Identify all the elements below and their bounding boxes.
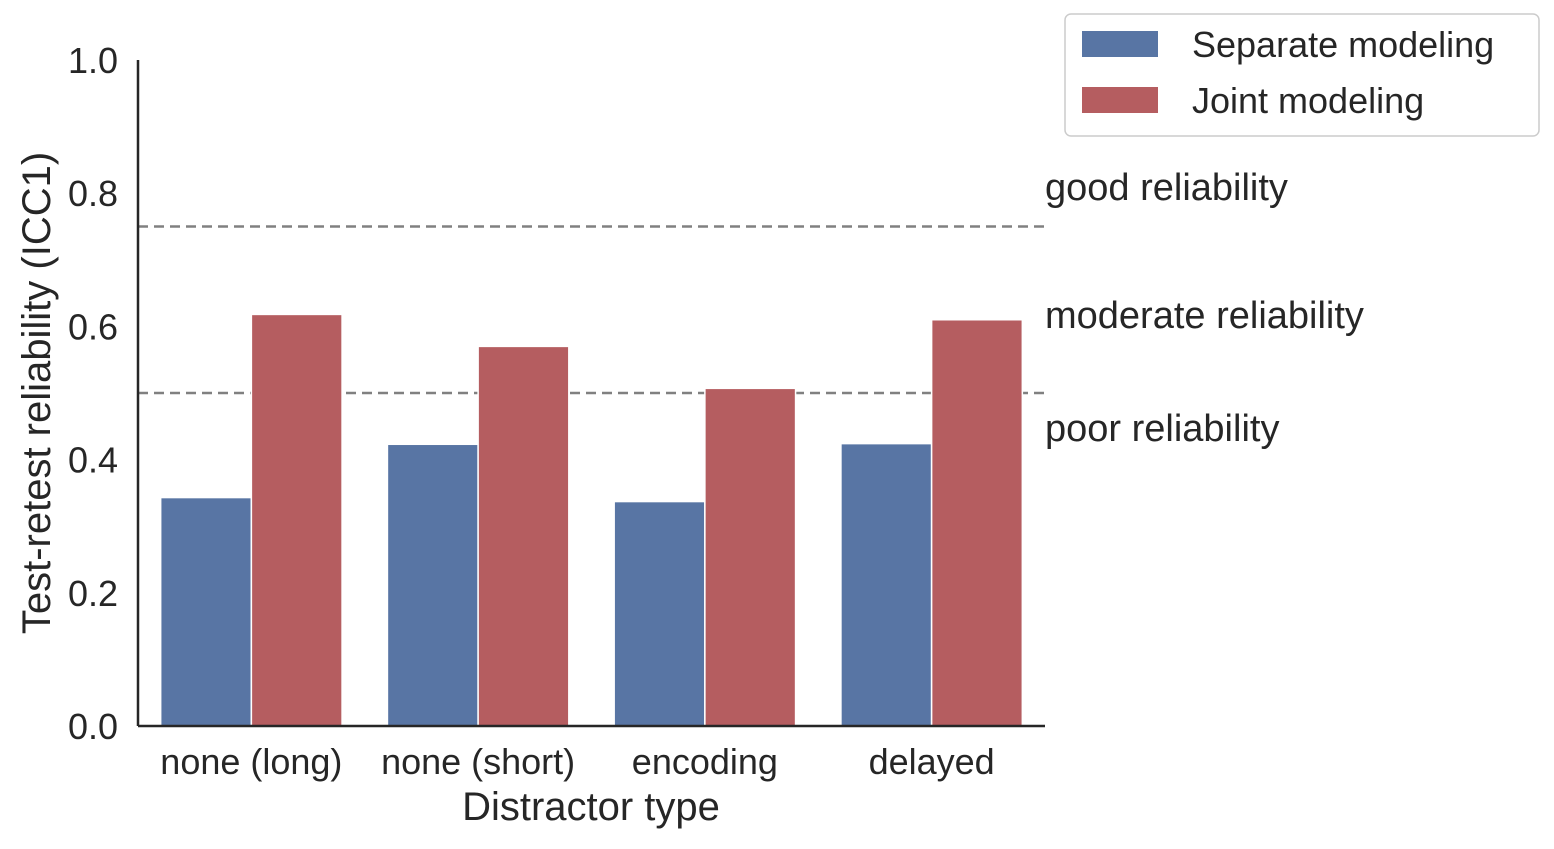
y-tick-label: 0.6 <box>68 306 118 347</box>
legend-label-separate-modeling: Separate modeling <box>1192 24 1494 65</box>
legend-label-joint-modeling: Joint modeling <box>1192 80 1424 121</box>
bar-joint-modeling-encoding <box>704 387 797 727</box>
y-tick-label: 0.4 <box>68 440 118 481</box>
bar-joint-modeling-delayed <box>930 318 1024 727</box>
x-tick-label-encoding: encoding <box>632 741 778 782</box>
bar-joint-modeling-none-short <box>477 345 570 727</box>
x-axis-title: Distractor type <box>462 785 720 829</box>
x-tick-label-delayed: delayed <box>869 741 995 782</box>
bar-separate-modeling-delayed <box>840 442 933 727</box>
bar-separate-modeling-none-long <box>159 496 253 727</box>
bar-joint-modeling-none-long <box>250 313 343 727</box>
annotation-good-reliability: good reliability <box>1045 167 1288 209</box>
axes <box>136 60 1045 728</box>
annotation-moderate-reliability: moderate reliability <box>1045 295 1364 337</box>
bar-separate-modeling-encoding <box>613 500 706 727</box>
legend-frame <box>1064 13 1540 137</box>
y-tick-labels: 0.0 0.2 0.4 0.6 0.8 1.0 <box>68 40 118 747</box>
x-tick-labels: none (long) none (short) encoding delayed <box>160 741 994 782</box>
y-tick-label: 0.2 <box>68 573 118 614</box>
legend-swatch-joint-modeling <box>1082 87 1158 113</box>
x-tick-label-none-long: none (long) <box>160 741 342 782</box>
y-tick-label: 0.0 <box>68 706 118 747</box>
y-axis-title: Test-retest reliability (ICC1) <box>15 152 59 634</box>
legend: Separate modeling Joint modeling <box>1064 13 1540 137</box>
y-tick-label: 1.0 <box>68 40 118 81</box>
x-tick-label-none-short: none (short) <box>381 741 575 782</box>
y-tick-label: 0.8 <box>68 173 118 214</box>
annotation-poor-reliability: poor reliability <box>1045 408 1279 450</box>
bar-separate-modeling-none-short <box>386 443 479 727</box>
legend-swatch-separate-modeling <box>1082 31 1158 57</box>
bars <box>159 313 1024 727</box>
